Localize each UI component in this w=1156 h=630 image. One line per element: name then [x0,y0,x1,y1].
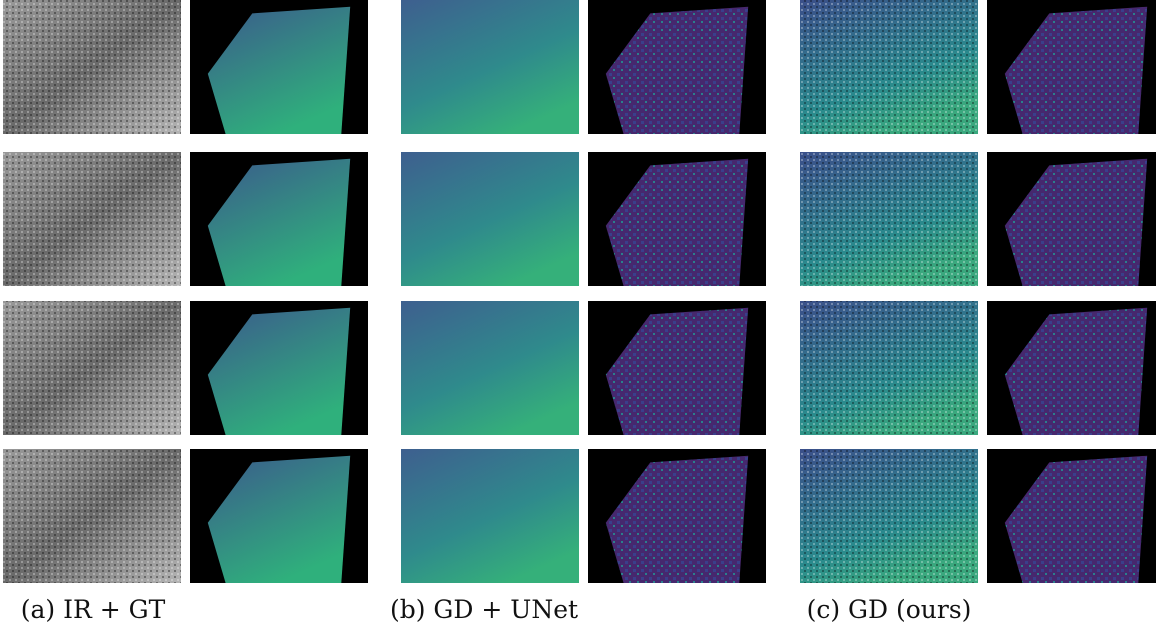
image-ours [800,0,978,134]
image-unet [401,152,579,286]
image-err [588,449,766,583]
ir-texture [3,301,181,435]
depth-prediction [401,152,579,286]
image-err [588,0,766,134]
image-unet [401,449,579,583]
noise [800,152,978,286]
noise [800,301,978,435]
image-ours [800,301,978,435]
noise [800,449,978,583]
figure: /* placeholder */ (a) IR + GT (b) GD + U… [0,0,1156,630]
image-gt [190,152,368,286]
caption: (b) GD + UNet [390,595,578,624]
image-ir [3,301,181,435]
image-ir [3,152,181,286]
image-err [588,301,766,435]
image-ours [800,152,978,286]
image-unet [401,301,579,435]
depth-prediction [401,301,579,435]
image-gt [190,301,368,435]
image-ir [3,449,181,583]
image-err [987,152,1156,286]
image-err [987,301,1156,435]
depth-prediction [401,0,579,134]
image-gt [190,449,368,583]
ir-texture [3,449,181,583]
noise [800,0,978,134]
image-ours [800,449,978,583]
image-ir [3,0,181,134]
image-err [987,449,1156,583]
image-err [987,0,1156,134]
caption: (c) GD (ours) [807,595,972,624]
ir-texture [3,0,181,134]
image-gt [190,0,368,134]
ir-texture [3,152,181,286]
depth-prediction [401,449,579,583]
image-grid: /* placeholder */ [3,0,1156,583]
image-unet [401,0,579,134]
caption: (a) IR + GT [21,595,166,624]
image-err [588,152,766,286]
